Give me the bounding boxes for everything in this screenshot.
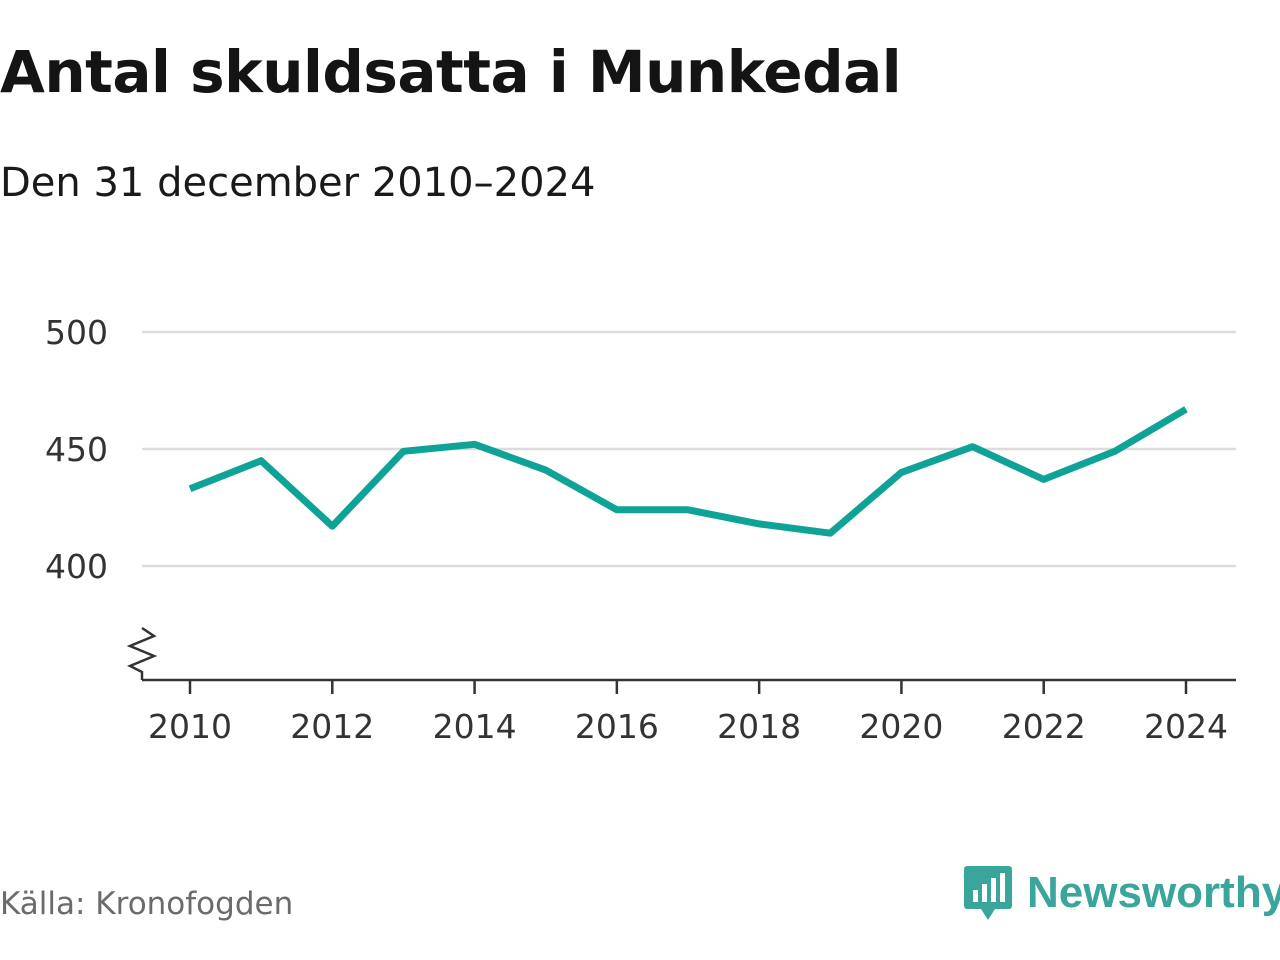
chart-title: Antal skuldsatta i Munkedal xyxy=(0,38,902,106)
y-tick-label-400: 400 xyxy=(45,547,108,586)
brand-logo: Newsworthy xyxy=(963,864,1280,922)
x-tick-label-2024: 2024 xyxy=(1144,707,1228,746)
series-line-0 xyxy=(188,406,1188,537)
y-tick-labels: 400 450 500 xyxy=(45,313,108,586)
x-tick-label-2020: 2020 xyxy=(859,707,943,746)
y-tick-label-500: 500 xyxy=(45,313,108,352)
x-tick-label-2014: 2014 xyxy=(433,707,517,746)
x-tick-label-2022: 2022 xyxy=(1002,707,1086,746)
data-series xyxy=(188,406,1188,537)
y-axis-break-icon xyxy=(126,626,158,680)
brand-name: Newsworthy xyxy=(1027,868,1280,917)
x-axis xyxy=(126,626,1236,682)
source-note: Källa: Kronofogden xyxy=(0,886,294,922)
chart-subtitle: Den 31 december 2010–2024 xyxy=(0,160,596,206)
y-tick-label-450: 450 xyxy=(45,430,108,469)
x-tick-label-2010: 2010 xyxy=(148,707,232,746)
x-tick-labels: 2010 2012 2014 2016 2018 2020 2022 2024 xyxy=(148,680,1228,746)
grid-lines xyxy=(142,330,1236,568)
x-tick-label-2016: 2016 xyxy=(575,707,659,746)
x-tick-label-2018: 2018 xyxy=(717,707,801,746)
x-tick-label-2012: 2012 xyxy=(290,707,374,746)
newsworthy-logo-icon xyxy=(964,866,1012,920)
